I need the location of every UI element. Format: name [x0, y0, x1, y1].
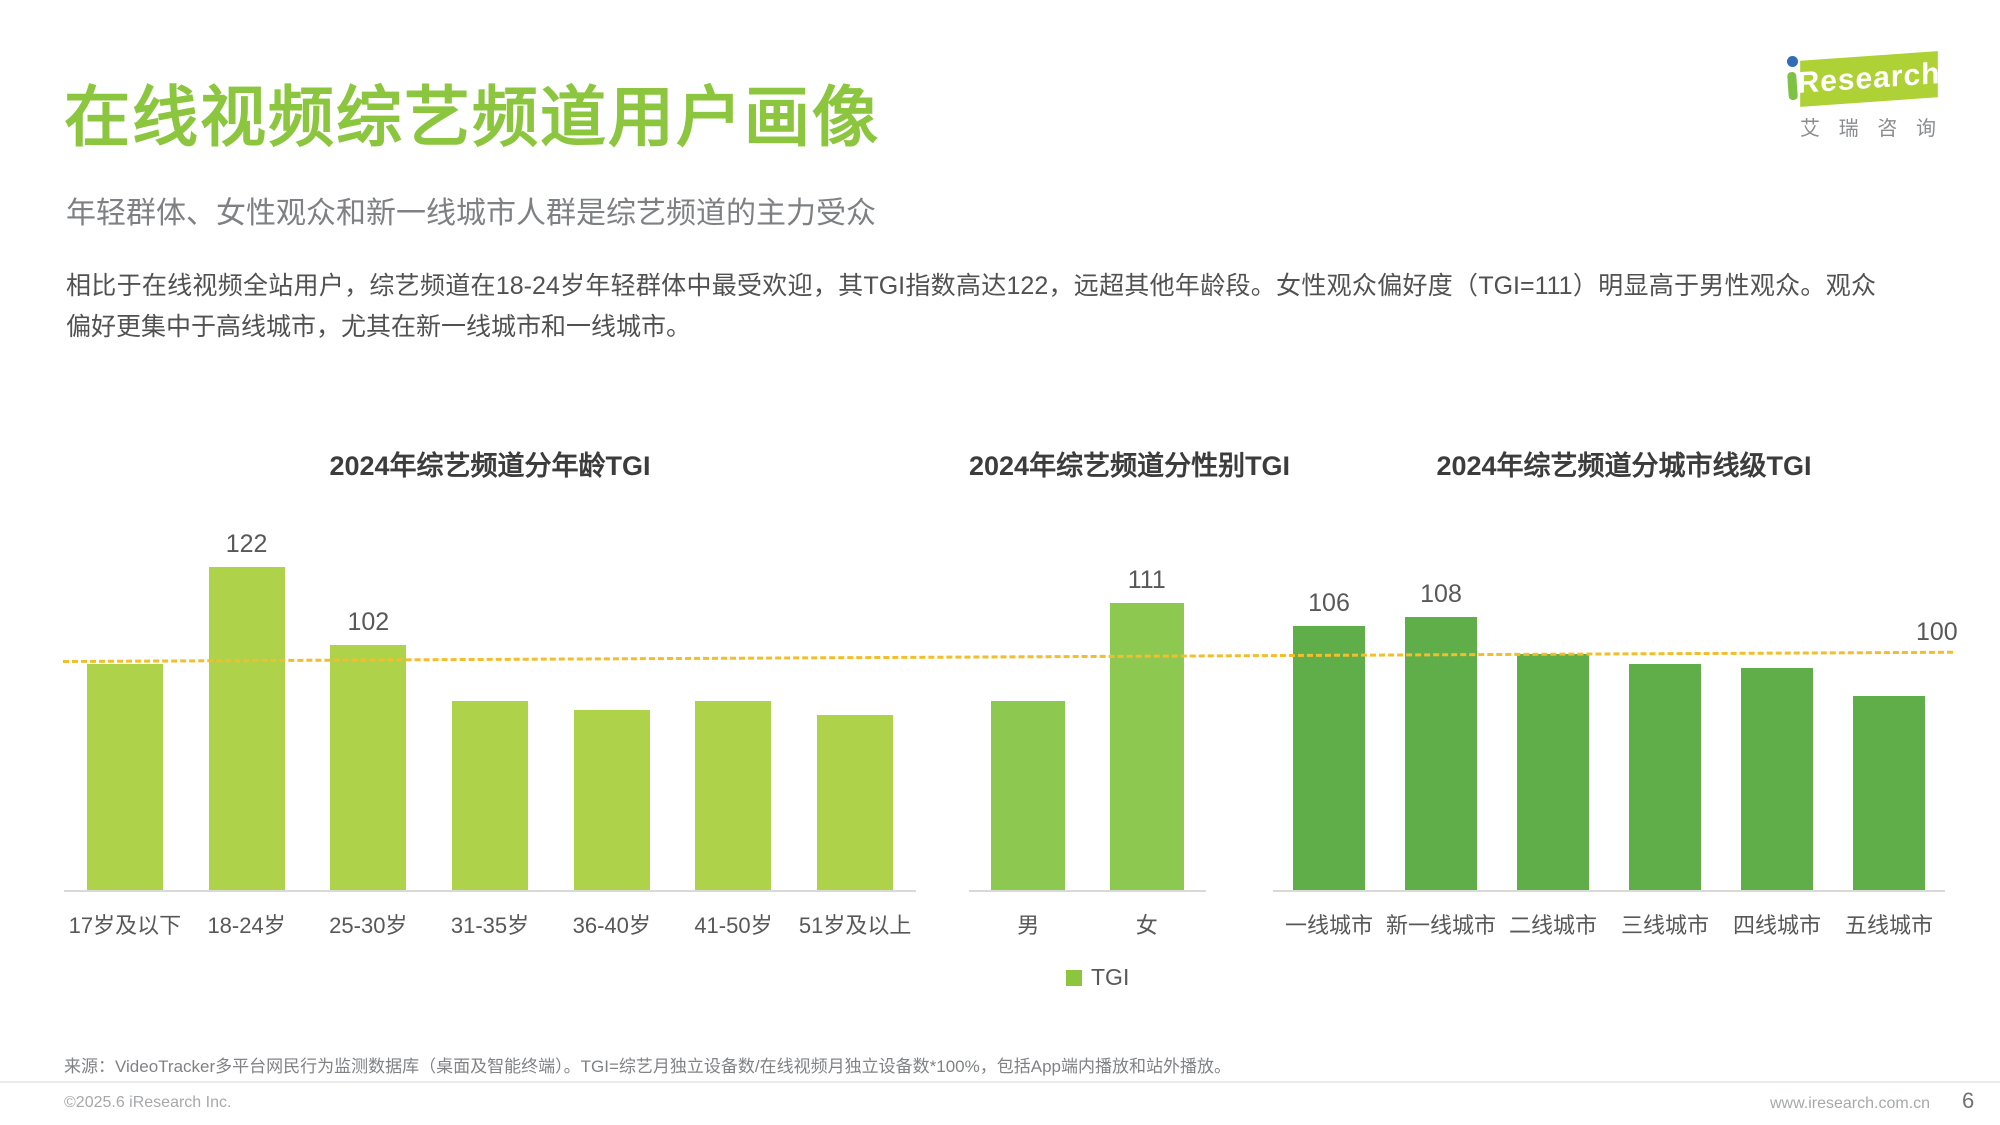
bar	[1293, 626, 1365, 890]
bar-category-label: 四线城市	[1732, 913, 1821, 938]
x-axis-line	[969, 890, 1206, 892]
page-title: 在线视频综艺频道用户画像	[64, 80, 880, 154]
bar-group: 男	[969, 530, 1088, 938]
bar-group: 二线城市	[1497, 530, 1609, 938]
bar-value-label: 108	[1420, 580, 1462, 608]
bar-value-label	[487, 664, 494, 692]
bar-category-label: 女	[1135, 913, 1158, 938]
bar-category-label: 41-50岁	[694, 913, 773, 938]
bar	[1629, 664, 1701, 890]
bar-value-label	[852, 678, 859, 706]
bar-group: 三线城市	[1609, 530, 1721, 938]
bar	[573, 710, 650, 890]
bar	[208, 567, 285, 890]
bar	[452, 701, 529, 890]
bar-group: 108 新一线城市	[1385, 530, 1497, 938]
bar-group: 五线城市	[1833, 530, 1945, 938]
bar-value-label	[1662, 627, 1669, 655]
footer-divider	[0, 1081, 2000, 1083]
chart-title-gender: 2024年综艺频道分性别TGI	[969, 451, 1291, 481]
bar-value-label	[1550, 617, 1557, 645]
bar	[817, 715, 894, 890]
bar-category-label: 31-35岁	[450, 913, 530, 938]
bar-value-label: 122	[225, 530, 268, 558]
bar-value-label: 106	[1308, 589, 1350, 617]
age-tgi-chart: 17岁及以下 122 18-24岁 102 25-30岁 31-35岁 36-40岁 4…	[64, 530, 916, 938]
bar-value-label	[730, 664, 737, 692]
logo-brand-chinese: 艾瑞咨询	[1800, 118, 1936, 140]
bar-category-label: 新一线城市	[1385, 913, 1496, 938]
bar-value-label	[1774, 631, 1781, 659]
bar-group: 51岁及以上	[794, 530, 916, 938]
bar-value-label	[1025, 664, 1032, 692]
bar-group: 41-50岁	[673, 530, 795, 938]
source-note: 来源：VideoTracker多平台网民行为监测数据库（桌面及智能终端）。TGI…	[64, 1057, 1231, 1076]
legend: TGI	[1066, 964, 1129, 991]
legend-label: TGI	[1091, 964, 1130, 990]
bar-category-label: 51岁及以上	[798, 913, 912, 938]
gender-tgi-chart: 男 111 女	[969, 530, 1207, 938]
bar-category-label: 17岁及以下	[68, 913, 182, 938]
tgi-100-guide-label: 100	[1916, 618, 1958, 646]
bar-value-label: 111	[1127, 566, 1166, 594]
bar-group: 四线城市	[1721, 530, 1833, 938]
bar-category-label: 二线城市	[1508, 913, 1597, 938]
logo-i-stem-icon	[1787, 71, 1798, 101]
bar	[86, 664, 163, 890]
bar-group: 17岁及以下	[64, 530, 186, 938]
bar-category-label: 男	[1017, 913, 1040, 938]
page-number: 6	[1962, 1088, 1975, 1113]
x-axis-line	[64, 890, 916, 892]
bar	[1853, 696, 1925, 890]
bar-value-label	[1886, 659, 1893, 687]
x-axis-line	[1273, 890, 1945, 892]
bar-category-label: 25-30岁	[329, 913, 408, 938]
logo-i-dot-icon	[1787, 56, 1798, 67]
bar-value-label	[121, 627, 128, 655]
footer-website-link[interactable]: www.iresearch.com.cn	[1770, 1095, 1931, 1112]
logo-brand-text: Research	[1797, 56, 1941, 101]
bar-group: 111 女	[1088, 530, 1207, 938]
page-subtitle: 年轻群体、女性观众和新一线城市人群是综艺频道的主力受众	[66, 197, 876, 230]
bar-value-label	[608, 673, 615, 701]
bar	[1741, 668, 1813, 890]
logo-flag: Research	[1797, 51, 1941, 107]
legend-swatch-icon	[1066, 969, 1082, 986]
bar	[330, 645, 407, 890]
bar	[1517, 654, 1589, 890]
summary-paragraph: 相比于在线视频全站用户，综艺频道在18-24岁年轻群体中最受欢迎，其TGI指数高…	[66, 272, 1876, 341]
bar-group: 31-35岁	[429, 530, 551, 938]
bar-category-label: 五线城市	[1844, 913, 1933, 938]
bar-group: 102 25-30岁	[307, 530, 429, 938]
bar	[991, 701, 1066, 890]
bar	[1109, 603, 1184, 890]
iresearch-logo: Research	[1787, 48, 1941, 110]
bar-category-label: 一线城市	[1284, 913, 1373, 938]
bar-group: 36-40岁	[551, 530, 673, 938]
bar-group: 122 18-24岁	[186, 530, 308, 938]
bar-category-label: 18-24岁	[207, 913, 286, 938]
bar-group: 106 一线城市	[1273, 530, 1385, 938]
footer-copyright: ©2025.6 iResearch Inc.	[64, 1094, 232, 1111]
bar	[695, 701, 772, 890]
bar-category-label: 36-40岁	[572, 913, 651, 938]
bar-value-label: 102	[347, 608, 390, 636]
bar	[1405, 617, 1477, 890]
bar-category-label: 三线城市	[1620, 913, 1709, 938]
chart-title-age: 2024年综艺频道分年龄TGI	[329, 451, 651, 481]
chart-title-city-tier: 2024年综艺频道分城市线级TGI	[1436, 451, 1812, 481]
city-tier-tgi-chart: 106 一线城市 108 新一线城市 二线城市 三线城市 四线城市 五线城市	[1273, 530, 1945, 938]
